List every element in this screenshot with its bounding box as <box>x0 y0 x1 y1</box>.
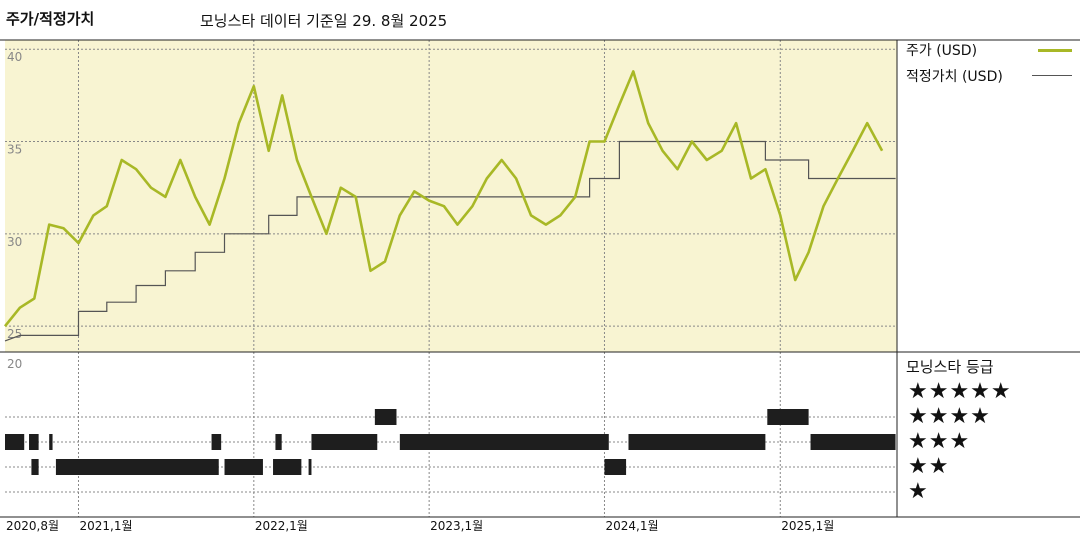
data-date-subtitle: 모닝스타 데이터 기준일 29. 8월 2025 <box>200 12 448 30</box>
rating-period-bar <box>767 409 809 425</box>
y-tick-label: 40 <box>7 50 22 64</box>
rating-level-4-stars: ★★★★ <box>908 404 991 429</box>
rating-period-bar <box>275 434 282 450</box>
rating-period-bar <box>604 459 627 475</box>
rating-period-bar <box>308 459 312 475</box>
rating-period-bar <box>211 434 222 450</box>
rating-period-bar <box>224 459 263 475</box>
rating-level-3-stars: ★★★ <box>908 429 971 454</box>
rating-period-bar <box>810 434 896 450</box>
chart-title: 주가/적정가치 <box>6 10 95 28</box>
x-tick-label: 2023,1월 <box>430 519 483 533</box>
rating-level-5-stars: ★★★★★ <box>908 379 1012 404</box>
rating-level-1-star: ★ <box>908 479 929 504</box>
legend-swatch-price <box>1038 49 1072 52</box>
rating-period-bar <box>55 459 219 475</box>
y-tick-label: 30 <box>7 235 22 249</box>
fair-value-line <box>4 140 896 342</box>
price-plot-background <box>5 40 897 352</box>
rating-panel-title: 모닝스타 등급 <box>906 358 994 376</box>
x-tick-label: 2021,1월 <box>79 519 132 533</box>
rating-period-bar <box>311 434 378 450</box>
rating-period-bar <box>273 459 302 475</box>
legend-swatch-fair-value <box>1032 75 1072 76</box>
rating-period-bar <box>399 434 609 450</box>
rating-period-bar <box>374 409 397 425</box>
legend-item-price: 주가 (USD) <box>906 40 1072 60</box>
rating-period-bar <box>628 434 766 450</box>
rating-period-bar <box>49 434 53 450</box>
legend-label-fair-value: 적정가치 (USD) <box>906 69 1003 85</box>
rating-axis-label: 20 <box>7 357 22 371</box>
rating-period-bar <box>29 434 39 450</box>
legend-item-fair-value: 적정가치 (USD) <box>906 66 1072 86</box>
price-line <box>3 70 884 328</box>
x-tick-label: 2020,8월 <box>6 519 59 533</box>
x-tick-label: 2025,1월 <box>781 519 834 533</box>
x-tick-label: 2022,1월 <box>255 519 308 533</box>
y-tick-label: 35 <box>7 143 22 157</box>
rating-level-2-stars: ★★ <box>908 454 950 479</box>
x-tick-label: 2024,1월 <box>605 519 658 533</box>
y-tick-label: 25 <box>7 327 22 341</box>
legend-label-price: 주가 (USD) <box>906 43 978 59</box>
rating-period-bar <box>5 434 25 450</box>
rating-period-bar <box>31 459 39 475</box>
